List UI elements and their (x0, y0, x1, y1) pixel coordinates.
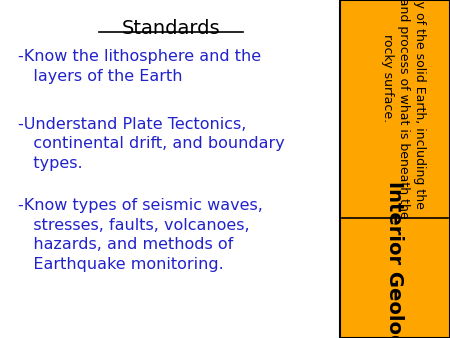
FancyBboxPatch shape (340, 0, 450, 338)
Text: -Know types of seismic waves,
   stresses, faults, volcanoes,
   hazards, and me: -Know types of seismic waves, stresses, … (18, 198, 263, 272)
Text: Interior Geology: Interior Geology (385, 180, 405, 338)
Text: -Understand Plate Tectonics,
   continental drift, and boundary
   types.: -Understand Plate Tectonics, continental… (18, 117, 285, 171)
Text: -Know the lithosphere and the
   layers of the Earth: -Know the lithosphere and the layers of … (18, 49, 261, 84)
Text: Standards: Standards (122, 19, 220, 38)
Text: The study of the solid Earth, including the
structure and process of what is ben: The study of the solid Earth, including … (382, 0, 427, 219)
